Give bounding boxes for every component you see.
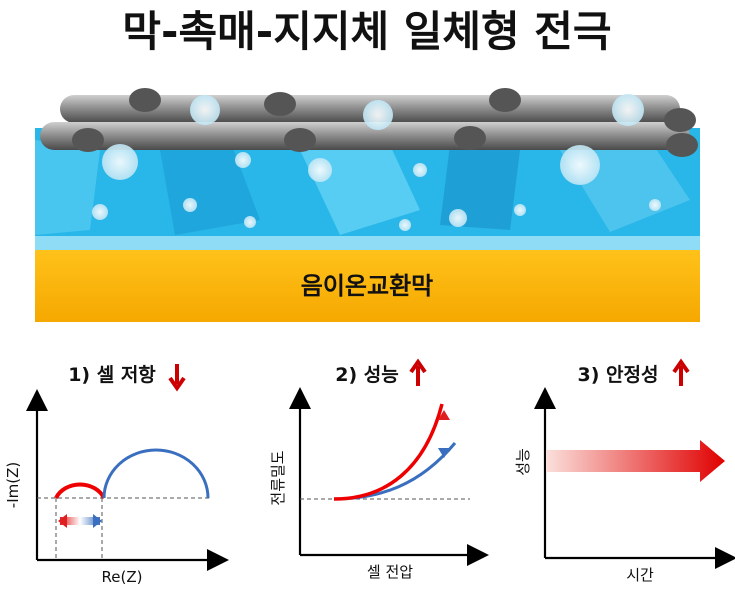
panel-title: 1) 셀 저항 — [68, 364, 156, 386]
panel-title: 2) 성능 — [335, 364, 398, 386]
x-axis-label: Re(Z) — [102, 568, 143, 586]
electrode-illustration: 음이온교환막 — [35, 88, 700, 322]
y-axis-label: 전류밀도 — [269, 450, 287, 505]
title: 막-촉매-지지체 일체형 전극 — [122, 7, 611, 56]
panel-title: 3) 안정성 — [578, 364, 659, 386]
x-axis-label: 시간 — [626, 566, 654, 584]
y-axis-label: -Im(Z) — [4, 462, 22, 508]
y-axis-label: 성능 — [514, 448, 532, 476]
panel-performance: 2) 성능 전류밀도 셀 전압 — [269, 358, 489, 581]
panel-resistance: 1) 셀 저항 -Im(Z) Re(Z) — [4, 364, 229, 586]
panel-stability: 3) 안정성 성능 시간 — [514, 358, 735, 584]
x-axis-label: 셀 전압 — [367, 563, 413, 581]
membrane-label: 음이온교환막 — [301, 272, 433, 300]
